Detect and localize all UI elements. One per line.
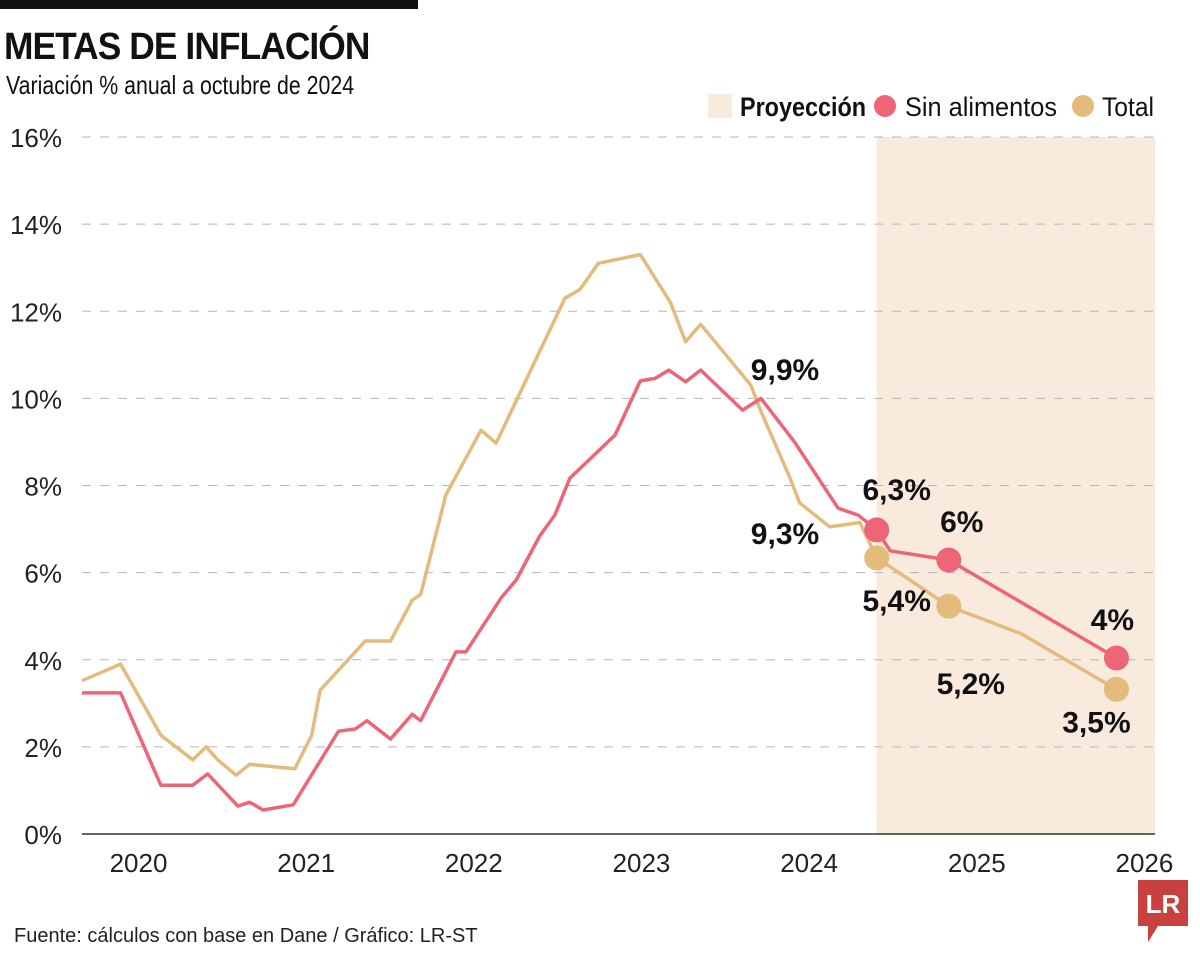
svg-text:LR: LR [1146,889,1181,919]
data-label: 5,2% [937,668,1005,701]
y-tick-label: 14% [10,210,62,240]
series-line-sin-alimentos [82,368,1118,812]
data-point-marker [1103,645,1129,671]
data-point-marker [936,593,962,619]
x-tick-label: 2020 [110,848,168,878]
chart-title: METAS DE INFLACIÓN [4,26,370,68]
annotation-label: 9,3% [751,518,819,551]
data-point-marker [864,545,890,571]
legend-projection-label: Proyección [740,92,866,122]
y-tick-label: 16% [10,123,62,153]
y-tick-label: 12% [10,297,62,327]
data-label: 3,5% [1062,706,1130,739]
data-point-marker [1103,676,1129,702]
data-point-marker [864,517,890,543]
x-tick-label: 2024 [780,848,838,878]
series-line-total [81,252,1118,777]
legend-projection-swatch [708,94,732,118]
legend-sin-alimentos-swatch [874,95,896,117]
data-point-marker [936,547,962,573]
x-tick-label: 2025 [948,848,1006,878]
x-tick-label: 2026 [1116,848,1174,878]
y-tick-label: 2% [24,733,62,763]
x-tick-label: 2023 [613,848,671,878]
data-label: 4% [1091,604,1134,637]
y-tick-label: 4% [24,646,62,676]
chart-subtitle: Variación % anual a octubre de 2024 [6,70,355,100]
x-tick-label: 2022 [445,848,503,878]
x-tick-label: 2021 [277,848,335,878]
legend: Proyección Sin alimentos Total [708,92,1154,122]
data-label: 6% [940,506,983,539]
legend-total-label: Total [1102,92,1154,122]
legend-sin-alimentos-label: Sin alimentos [905,92,1057,122]
legend-total-swatch [1072,95,1094,117]
source-note: Fuente: cálculos con base en Dane / Gráf… [14,925,478,947]
y-tick-label: 0% [24,820,62,850]
y-tick-label: 6% [24,559,62,589]
data-label: 6,3% [862,474,930,507]
data-label: 5,4% [862,585,930,618]
y-tick-label: 8% [24,472,62,502]
lr-logo: LR [1138,880,1188,942]
annotation-label: 9,9% [751,354,819,387]
y-tick-label: 10% [10,384,62,414]
top-rule [0,0,418,9]
